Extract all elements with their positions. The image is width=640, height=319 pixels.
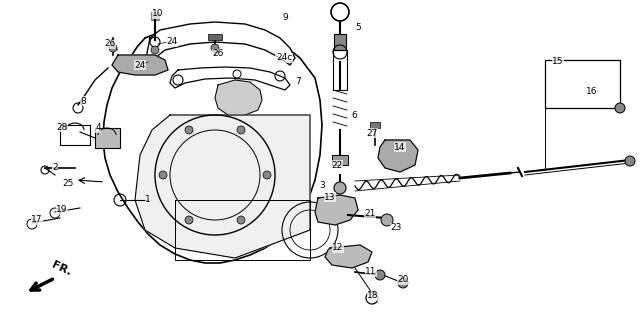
Text: 5: 5 bbox=[355, 23, 361, 32]
Bar bbox=[334, 34, 346, 50]
Text: 24c: 24c bbox=[276, 54, 292, 63]
Text: 15: 15 bbox=[552, 57, 564, 66]
Polygon shape bbox=[112, 55, 168, 75]
Bar bbox=[95, 128, 120, 148]
Text: 6: 6 bbox=[351, 110, 357, 120]
Text: 2: 2 bbox=[52, 164, 58, 173]
Text: 23: 23 bbox=[390, 224, 402, 233]
Polygon shape bbox=[135, 115, 310, 258]
Text: 26: 26 bbox=[104, 40, 116, 48]
Text: 12: 12 bbox=[332, 243, 344, 253]
Text: 21: 21 bbox=[364, 210, 376, 219]
Circle shape bbox=[625, 156, 635, 166]
Polygon shape bbox=[378, 140, 418, 172]
Text: 28: 28 bbox=[56, 122, 68, 131]
Text: 24: 24 bbox=[166, 38, 178, 47]
Bar bbox=[370, 122, 380, 128]
Text: FR.: FR. bbox=[50, 259, 73, 277]
Text: 11: 11 bbox=[365, 268, 377, 277]
Circle shape bbox=[263, 171, 271, 179]
Text: 3: 3 bbox=[319, 182, 325, 190]
Text: 24: 24 bbox=[134, 61, 146, 70]
Circle shape bbox=[185, 126, 193, 134]
Text: 9: 9 bbox=[282, 13, 288, 23]
Text: 17: 17 bbox=[31, 216, 43, 225]
Circle shape bbox=[185, 216, 193, 224]
Circle shape bbox=[398, 278, 408, 288]
Text: 25: 25 bbox=[62, 179, 74, 188]
Bar bbox=[333, 50, 347, 90]
Text: 14: 14 bbox=[394, 143, 406, 152]
Polygon shape bbox=[215, 80, 262, 115]
Text: 16: 16 bbox=[586, 87, 598, 97]
Bar bbox=[332, 155, 348, 165]
Circle shape bbox=[151, 46, 159, 54]
Polygon shape bbox=[146, 22, 295, 65]
Text: 19: 19 bbox=[56, 205, 68, 214]
Circle shape bbox=[381, 214, 393, 226]
Text: 1: 1 bbox=[145, 196, 151, 204]
Text: 18: 18 bbox=[367, 292, 379, 300]
Circle shape bbox=[109, 44, 117, 52]
Text: 27: 27 bbox=[366, 129, 378, 137]
Text: 7: 7 bbox=[295, 78, 301, 86]
Circle shape bbox=[159, 171, 167, 179]
Text: 20: 20 bbox=[397, 276, 409, 285]
Circle shape bbox=[237, 126, 245, 134]
Circle shape bbox=[615, 103, 625, 113]
Circle shape bbox=[237, 216, 245, 224]
Bar bbox=[151, 12, 159, 20]
Text: 22: 22 bbox=[332, 160, 342, 169]
Circle shape bbox=[334, 182, 346, 194]
Text: 26: 26 bbox=[212, 49, 224, 58]
Text: 8: 8 bbox=[80, 97, 86, 106]
Bar bbox=[208, 34, 222, 40]
Polygon shape bbox=[325, 245, 372, 268]
Text: 4: 4 bbox=[95, 123, 101, 132]
Circle shape bbox=[375, 270, 385, 280]
Text: 13: 13 bbox=[324, 192, 336, 202]
Polygon shape bbox=[103, 28, 322, 263]
Text: 10: 10 bbox=[152, 10, 164, 19]
Bar bbox=[545, 60, 620, 108]
Circle shape bbox=[211, 44, 219, 52]
Polygon shape bbox=[315, 195, 358, 225]
